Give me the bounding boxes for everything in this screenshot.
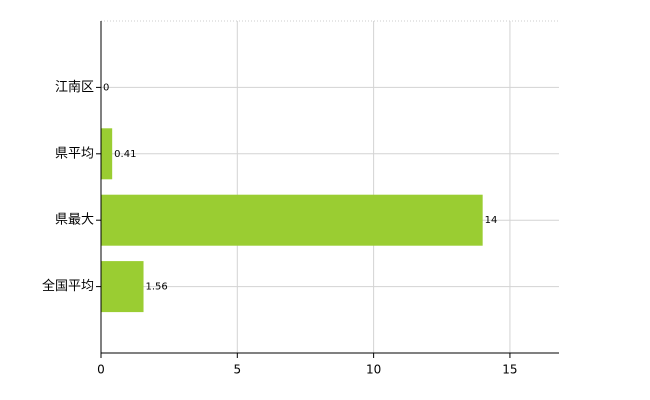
- bar: [101, 128, 113, 180]
- y-tick-label: 県平均: [55, 146, 94, 161]
- x-tick-label: 10: [366, 363, 381, 377]
- y-tick-label: 江南区: [55, 79, 94, 95]
- x-tick-label: 5: [233, 363, 241, 377]
- value-label: 1.56: [146, 282, 168, 293]
- y-tick-label: 県最大: [55, 213, 94, 228]
- value-label: 0.41: [114, 149, 136, 160]
- x-tick-label: 0: [97, 363, 105, 377]
- x-tick-label: 15: [502, 363, 517, 377]
- bar: [101, 261, 144, 313]
- y-tick-label: 全国平均: [42, 278, 94, 294]
- value-label: 0: [103, 82, 109, 93]
- value-label: 14: [485, 215, 498, 226]
- bar: [101, 194, 483, 246]
